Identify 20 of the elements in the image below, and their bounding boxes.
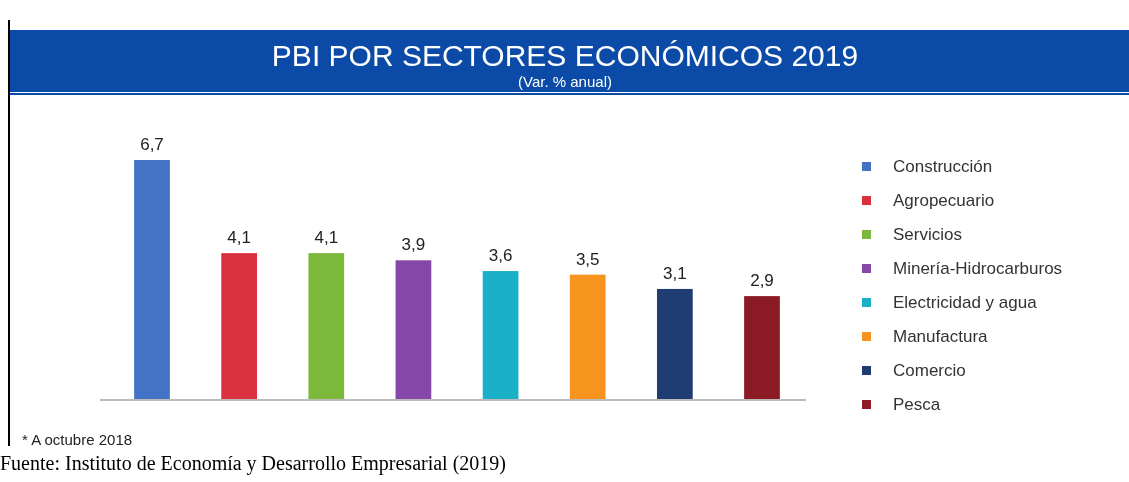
data-label: 2,9 — [750, 271, 774, 291]
legend-label: Servicios — [893, 225, 962, 244]
data-label: 3,6 — [488, 246, 513, 266]
legend-label: Comercio — [893, 361, 966, 380]
data-label: 3,9 — [401, 235, 426, 255]
data-label: 3,1 — [663, 263, 687, 283]
legend-label: Construcción — [893, 157, 993, 176]
legend-label: Pesca — [893, 395, 941, 414]
source-note: Fuente: Instituto de Economía y Desarrollo Empresarial (2019) — [0, 452, 506, 475]
chart-subtitle: (Var. % anual) — [518, 73, 612, 90]
data-label: 4,1 — [227, 228, 251, 248]
chart-title: PBI POR SECTORES ECONÓMICOS 2019 — [271, 39, 859, 72]
text: * A octubre 2018 — [22, 431, 133, 448]
legend-label: Manufactura — [893, 327, 989, 346]
data-label: 3,5 — [575, 249, 600, 269]
data-label: 4,1 — [314, 228, 339, 248]
data-label: 6,7 — [140, 135, 164, 154]
legend-label: Electricidad y agua — [893, 293, 1038, 312]
legend-label: Minería-Hidrocarburos — [893, 259, 1063, 278]
legend-label: Agropecuario — [893, 191, 995, 210]
